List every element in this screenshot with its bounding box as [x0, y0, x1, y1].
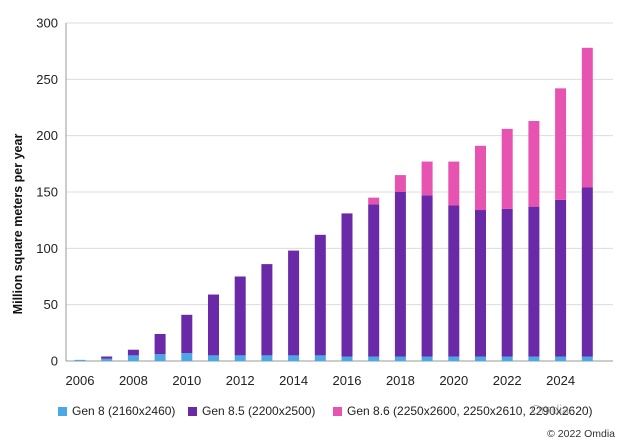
bar-segment-series2-2024 [555, 88, 567, 200]
x-tick-label: 2018 [386, 373, 415, 388]
legend-swatch-gen85 [188, 406, 197, 416]
x-tick-label: 2008 [119, 373, 148, 388]
bar-segment-series1-2021 [475, 210, 486, 357]
legend-item-gen86: Gen 8.6 (2250x2600, 2250x2610, 2290x2620… [333, 404, 593, 418]
tick-labels: 0 50 100 150 200 250 300 2006 2008 2010 2012 2014 20… [36, 16, 575, 389]
bar-segment-series0-2015 [314, 355, 326, 361]
bars [74, 47, 593, 361]
bar-segment-series1-2009 [154, 333, 166, 355]
bar-segment-series0-2006 [74, 359, 86, 361]
bar-segment-series2-2023 [528, 121, 540, 207]
y-tick-label: 200 [36, 128, 58, 143]
copyright-text: © 2022 Omdia [547, 428, 615, 440]
x-tick-label: 2006 [66, 373, 95, 388]
bar-segment-series1-2013 [261, 264, 273, 356]
bar-segment-series0-2025 [581, 356, 593, 361]
bar-segment-series0-2012 [234, 355, 246, 361]
bar-segment-series1-2007 [101, 356, 113, 359]
x-tick-label: 2024 [546, 373, 575, 388]
bar-segment-series0-2013 [261, 355, 273, 361]
y-tick-label: 300 [36, 16, 58, 31]
x-tick-label: 2012 [226, 373, 255, 388]
bar-segment-series2-2020 [448, 161, 460, 206]
legend-label-gen8: Gen 8 (2160x2460) [72, 404, 176, 418]
bar-segment-series0-2017 [368, 356, 380, 361]
bar-segment-series0-2016 [341, 356, 353, 361]
y-tick-label: 250 [36, 72, 58, 87]
bar-segment-series0-2024 [555, 356, 567, 361]
bar-segment-series1-2024 [555, 199, 567, 357]
bar-segment-series1-2012 [234, 276, 246, 356]
bar-segment-series2-2021 [475, 145, 486, 211]
y-tick-label: 50 [44, 297, 58, 312]
bar-segment-series0-2010 [181, 353, 193, 361]
gridlines [66, 22, 613, 306]
bar-segment-series0-2021 [475, 356, 486, 361]
bar-segment-series1-2018 [394, 192, 406, 357]
y-tick-label: 0 [51, 354, 58, 369]
bar-segment-series0-2009 [154, 354, 166, 361]
legend-swatch-gen8 [58, 406, 67, 416]
y-axis-label: Million square meters per year [11, 134, 25, 315]
bar-segment-series0-2022 [501, 356, 513, 361]
y-tick-label: 150 [36, 185, 58, 200]
bar-segment-series0-2011 [208, 355, 219, 361]
bar-segment-series1-2008 [127, 349, 139, 356]
bar-segment-series1-2014 [288, 250, 300, 356]
bar-segment-series1-2022 [501, 208, 513, 357]
bar-segment-series1-2011 [208, 294, 219, 356]
bar-segment-series1-2015 [314, 234, 326, 356]
bar-segment-series1-2017 [368, 204, 380, 357]
bar-segment-series0-2020 [448, 356, 460, 361]
bar-segment-series0-2019 [421, 356, 433, 361]
bar-segment-series0-2008 [127, 355, 139, 361]
bar-segment-series1-2023 [528, 206, 540, 357]
bar-segment-series1-2010 [181, 314, 193, 354]
watermark: Omdia [531, 402, 570, 417]
legend-swatch-gen86 [333, 406, 342, 416]
x-tick-label: 2016 [333, 373, 362, 388]
legend-item-gen85: Gen 8.5 (2200x2500) [188, 404, 315, 418]
x-tick-label: 2020 [439, 373, 468, 388]
bar-segment-series1-2025 [581, 187, 593, 357]
bar-segment-series0-2018 [394, 356, 406, 361]
bar-segment-series2-2019 [421, 161, 433, 196]
bar-segment-series0-2007 [101, 358, 113, 361]
bar-segment-series1-2019 [421, 195, 433, 357]
x-tick-label: 2014 [279, 373, 308, 388]
x-tick-label: 2010 [172, 373, 201, 388]
bar-segment-series2-2018 [394, 175, 406, 192]
bar-segment-series2-2017 [368, 197, 380, 205]
legend: Gen 8 (2160x2460) Gen 8.5 (2200x2500) Ge… [58, 404, 618, 424]
bar-segment-series1-2016 [341, 213, 353, 357]
bar-segment-series0-2014 [288, 355, 300, 361]
bar-segment-series0-2023 [528, 356, 540, 361]
legend-item-gen8: Gen 8 (2160x2460) [58, 404, 175, 418]
legend-label-gen86: Gen 8.6 (2250x2600, 2250x2610, 2290x2620… [347, 404, 593, 418]
bar-segment-series2-2022 [501, 128, 513, 209]
legend-label-gen85: Gen 8.5 (2200x2500) [202, 404, 316, 418]
x-tick-label: 2022 [493, 373, 522, 388]
bar-segment-series1-2020 [448, 205, 460, 357]
bar-segment-series2-2025 [581, 47, 593, 188]
y-tick-label: 100 [36, 241, 58, 256]
